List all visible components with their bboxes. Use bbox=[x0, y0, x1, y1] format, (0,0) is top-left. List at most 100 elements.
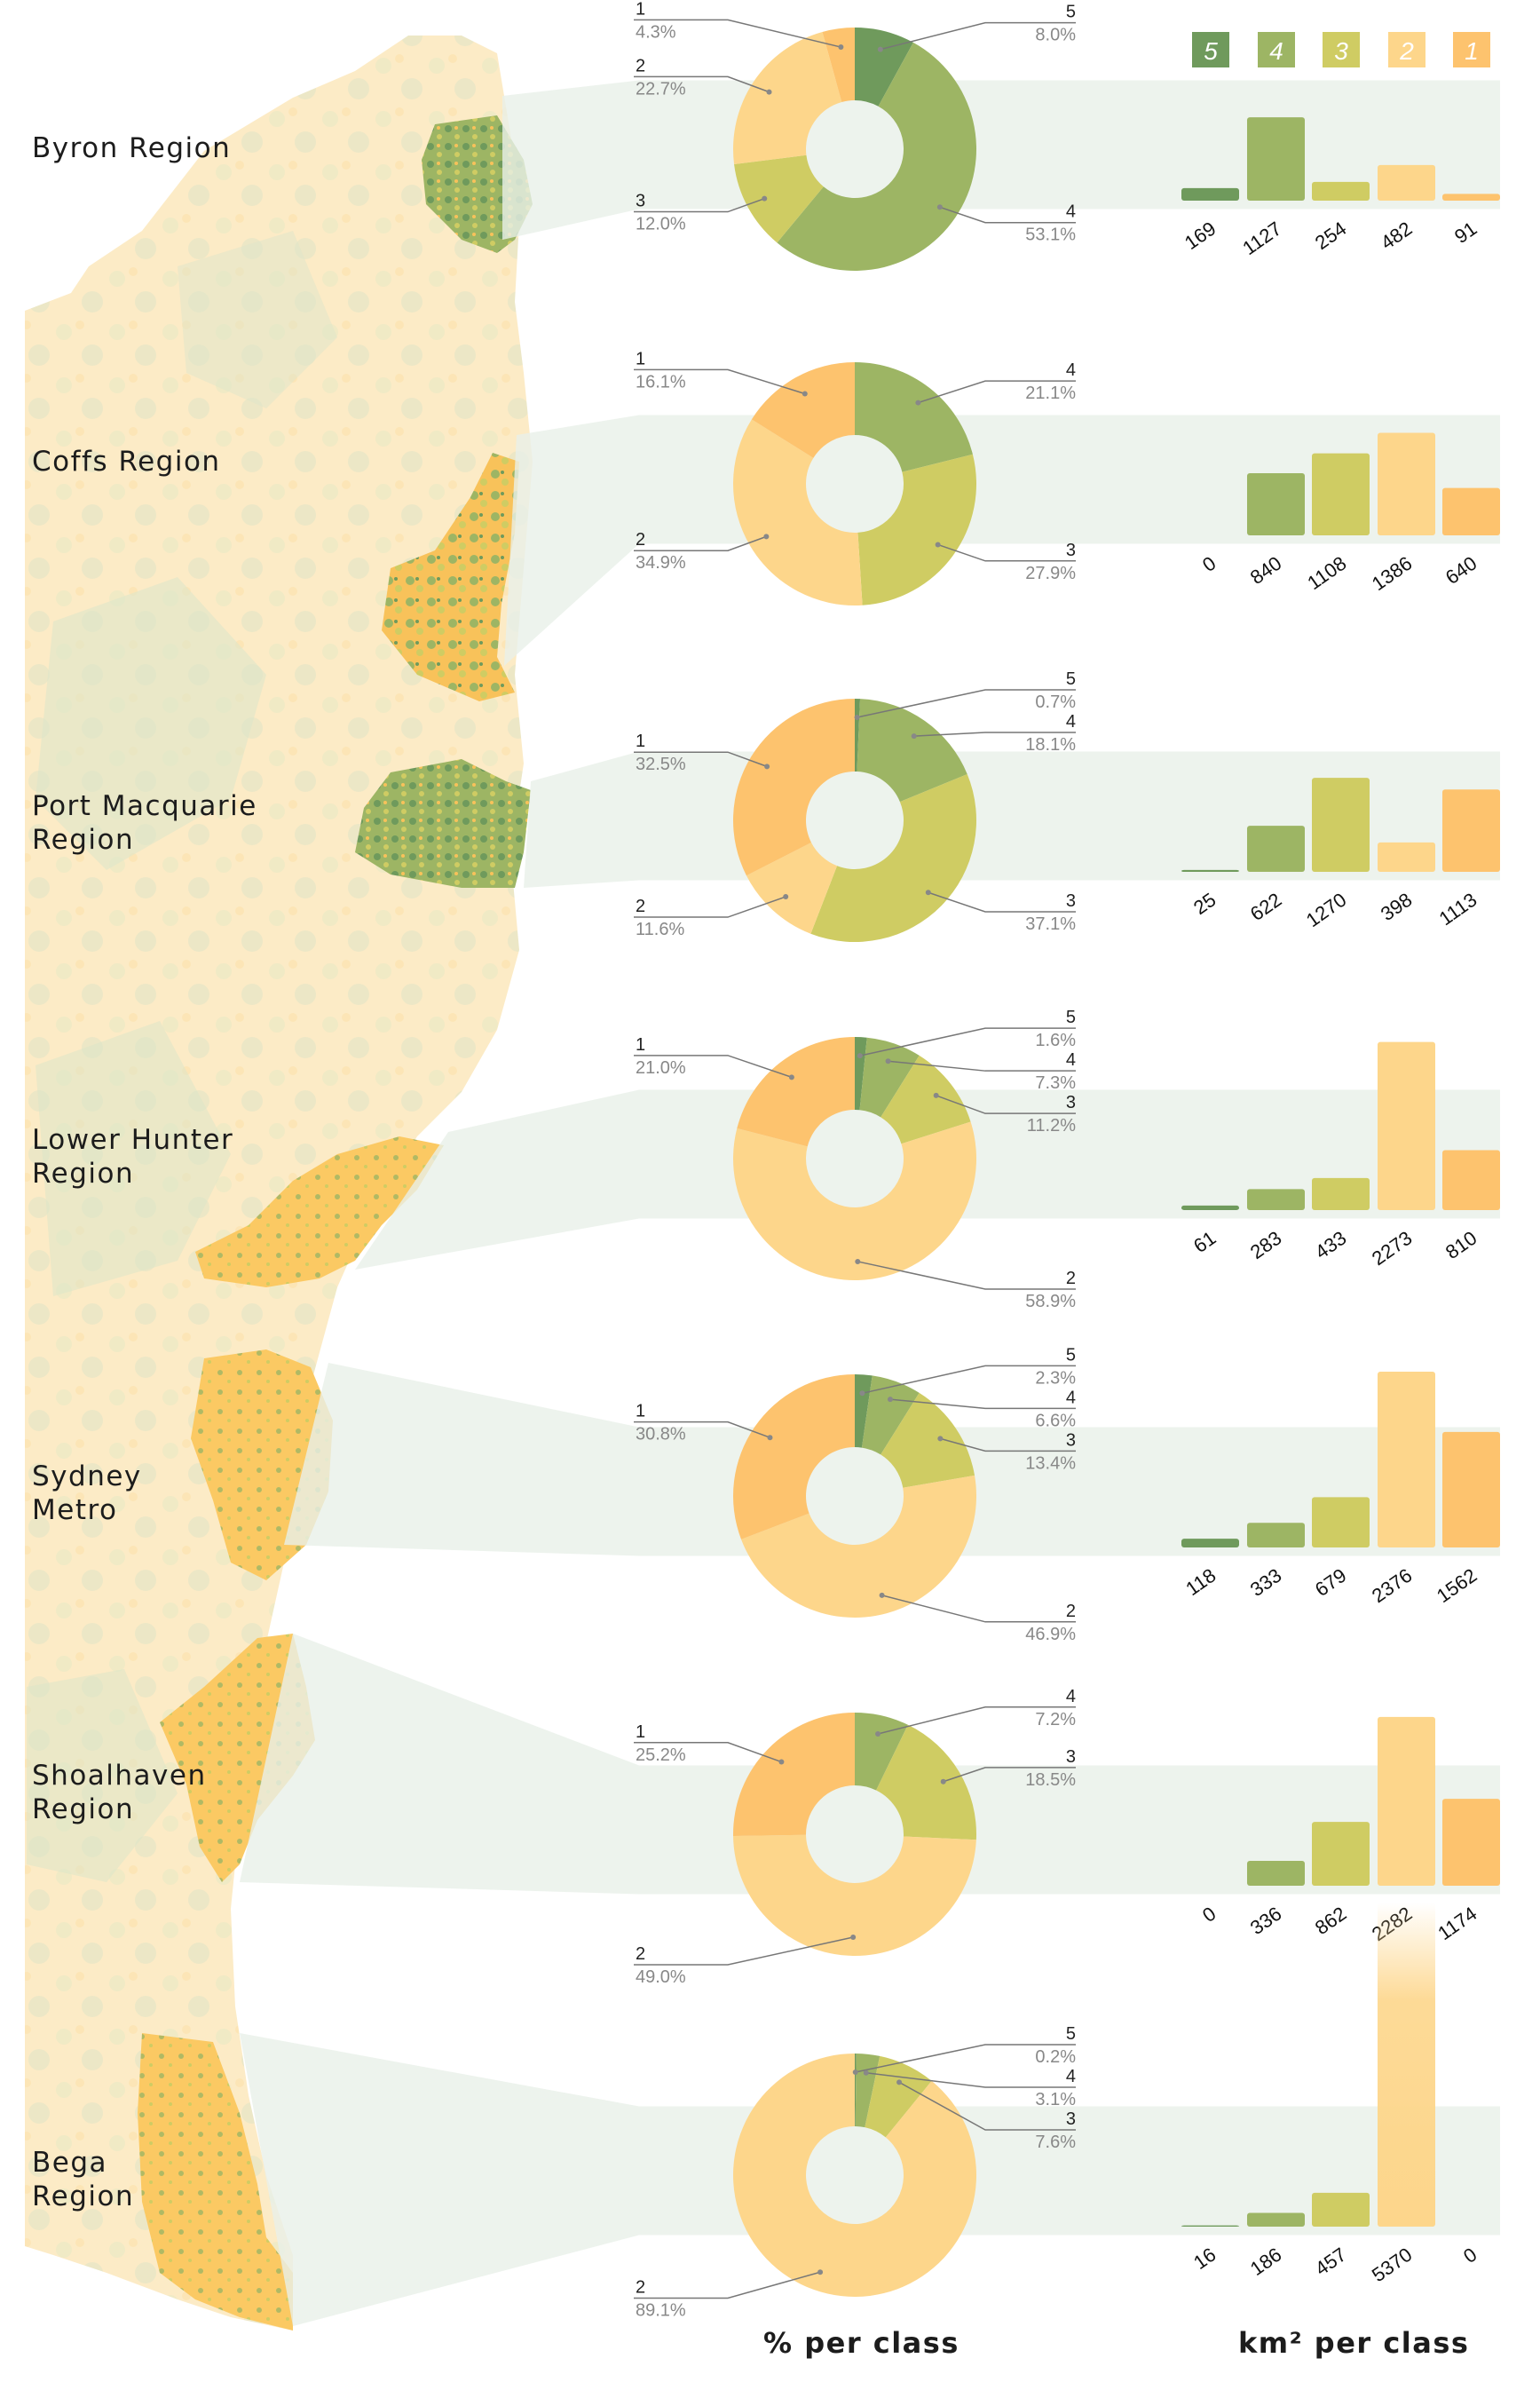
bar-class-5 bbox=[1181, 1205, 1239, 1210]
donut-slice-class-3 bbox=[865, 2055, 932, 2138]
percent-label-class-1: 1 30.8% bbox=[634, 1402, 773, 1444]
percent-class-name: 2 bbox=[636, 1944, 645, 1964]
region-chart-4: 5 2.3%4 6.6%3 13.4% 2 46.9% 1 30.8% 118 333 679 237… bbox=[284, 1345, 1500, 1644]
leader-line bbox=[937, 543, 1076, 562]
percent-label-class-3: 3 18.5% bbox=[940, 1747, 1076, 1790]
bar-class-5 bbox=[1181, 1539, 1239, 1547]
region-shoalhaven bbox=[160, 1634, 315, 1882]
bar-value-label: 679 bbox=[1311, 1564, 1350, 1602]
leader-line bbox=[898, 2081, 1076, 2131]
region-chart-6: 5 0.2%4 3.1%3 7.6% 2 89.1% 16 186 457 5370 0 bbox=[240, 1903, 1500, 2326]
leader-dot bbox=[885, 1058, 891, 1064]
percent-class-name: 4 bbox=[1066, 360, 1076, 380]
percent-class-name: 3 bbox=[1066, 1093, 1076, 1112]
percent-value: 37.1% bbox=[1025, 914, 1076, 934]
percent-class-name: 2 bbox=[636, 530, 645, 550]
percent-class-name: 2 bbox=[1066, 1269, 1076, 1288]
bar-class-4 bbox=[1247, 473, 1305, 535]
percent-class-name: 1 bbox=[636, 1722, 645, 1742]
percent-class-name: 2 bbox=[1066, 1602, 1076, 1621]
bar-class-3 bbox=[1312, 1177, 1370, 1210]
percent-label-class-2: 2 34.9% bbox=[634, 530, 770, 573]
land-tint bbox=[27, 1669, 178, 1882]
leader-line bbox=[862, 1365, 1076, 1395]
region-label-lower-hunter: Lower Hunter Region bbox=[32, 1124, 234, 1190]
leader-dot bbox=[879, 1592, 885, 1598]
leader-dot bbox=[766, 89, 772, 95]
bar-value-label: 333 bbox=[1246, 1564, 1285, 1602]
legend-swatch bbox=[1388, 32, 1425, 67]
bar-value-label: 1113 bbox=[1435, 889, 1481, 930]
percent-value: 0.2% bbox=[1035, 2047, 1076, 2067]
percent-label-class-2: 2 46.9% bbox=[879, 1592, 1076, 1644]
percent-class-name: 4 bbox=[1066, 1687, 1076, 1706]
region-label-sydney: Sydney Metro bbox=[32, 1460, 142, 1526]
leader-line bbox=[939, 206, 1076, 224]
percent-value: 30.8% bbox=[636, 1425, 686, 1444]
percent-value: 0.7% bbox=[1035, 692, 1076, 712]
bar-value-label: 1270 bbox=[1302, 889, 1350, 932]
bar-value-label: 336 bbox=[1246, 1903, 1285, 1940]
bar-value-label: 1127 bbox=[1238, 218, 1285, 260]
bar-value-label: 457 bbox=[1311, 2244, 1350, 2281]
region-coffs bbox=[382, 453, 519, 701]
bar-class-4 bbox=[1247, 1861, 1305, 1886]
donut-slice-class-3 bbox=[876, 1724, 976, 1840]
donut-slice-class-2 bbox=[746, 842, 838, 934]
bar-class-2 bbox=[1378, 164, 1435, 201]
land-tint bbox=[36, 1021, 231, 1296]
donut-slice-class-4 bbox=[855, 362, 973, 472]
donut-slice-class-3 bbox=[857, 454, 976, 605]
bar-value-label: 25 bbox=[1189, 889, 1220, 920]
bar-value-label: 0 bbox=[1459, 2244, 1481, 2268]
bar-value-label: 2376 bbox=[1368, 1564, 1416, 1608]
bar-class-1 bbox=[1442, 487, 1500, 535]
bar-class-4 bbox=[1247, 2212, 1305, 2227]
leader-line bbox=[634, 1421, 770, 1438]
percent-label-class-2: 2 22.7% bbox=[634, 56, 772, 99]
bar-value-label: 61 bbox=[1189, 1227, 1220, 1258]
bar-class-3 bbox=[1312, 2192, 1370, 2227]
bar-value-label: 1174 bbox=[1433, 1903, 1481, 1945]
percent-label-class-3: 3 7.6% bbox=[896, 2079, 1076, 2152]
bar-class-4 bbox=[1247, 1523, 1305, 1547]
leader-dot bbox=[778, 1759, 785, 1765]
bar-class-3 bbox=[1312, 453, 1370, 535]
region-port-macquarie bbox=[355, 759, 531, 888]
bar-class-4 bbox=[1247, 117, 1305, 201]
percent-value: 21.0% bbox=[636, 1058, 686, 1078]
bar-class-3 bbox=[1312, 181, 1370, 201]
region-chart-3: 5 1.6%4 7.3%3 11.2% 2 58.9% 1 21.0% 61 283 433 2273… bbox=[355, 1008, 1500, 1311]
bar-class-5 bbox=[1181, 187, 1239, 201]
legend-label: 3 bbox=[1334, 37, 1348, 65]
percent-label-class-4: 4 7.2% bbox=[875, 1687, 1076, 1737]
leader-dot bbox=[933, 1092, 939, 1098]
legend-swatch bbox=[1192, 32, 1229, 67]
percent-value: 21.1% bbox=[1025, 384, 1076, 403]
legend-label: 5 bbox=[1204, 37, 1218, 65]
leader-dot bbox=[854, 715, 860, 721]
percent-label-class-5: 5 0.2% bbox=[852, 2024, 1076, 2076]
donut-slice-class-4 bbox=[857, 699, 967, 803]
percent-class-name: 4 bbox=[1066, 1050, 1076, 1070]
percent-label-class-1: 1 32.5% bbox=[634, 732, 770, 774]
percent-class-name: 3 bbox=[1066, 1430, 1076, 1450]
percent-class-name: 3 bbox=[1066, 2109, 1076, 2129]
bar-value-label: 0 bbox=[1198, 552, 1220, 577]
percent-class-name: 4 bbox=[1066, 712, 1076, 732]
legend-swatch bbox=[1258, 32, 1295, 67]
leader-line bbox=[888, 1060, 1076, 1072]
percent-value: 7.2% bbox=[1035, 1710, 1076, 1729]
highlight-band bbox=[240, 2033, 1500, 2326]
percent-label-class-4: 4 53.1% bbox=[936, 202, 1076, 245]
percent-class-name: 2 bbox=[636, 897, 645, 916]
percent-label-class-4: 4 6.6% bbox=[887, 1388, 1076, 1430]
percent-label-class-2: 2 11.6% bbox=[634, 894, 789, 939]
leader-line bbox=[881, 1595, 1076, 1623]
percent-value: 53.1% bbox=[1025, 226, 1076, 245]
percent-value: 58.9% bbox=[1025, 1292, 1076, 1311]
percent-class-name: 1 bbox=[636, 349, 645, 368]
leader-dot bbox=[855, 1258, 861, 1264]
donut-slice-class-1 bbox=[733, 1713, 855, 1836]
